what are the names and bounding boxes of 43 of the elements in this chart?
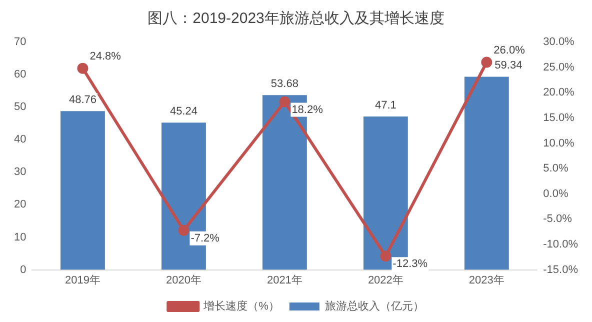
y2-tick-label: 15.0% <box>543 112 575 124</box>
data-label: -12.3% <box>392 258 428 270</box>
y-tick-label: 60 <box>14 68 26 81</box>
data-label: 48.76 <box>68 94 96 106</box>
chart-title: 图八：2019-2023年旅游总收入及其增长速度 <box>148 10 444 28</box>
y-tick-label: 50 <box>14 101 26 114</box>
data-label: -7.2% <box>190 232 220 244</box>
x-tick-label: 2019年 <box>64 274 100 286</box>
data-label: 18.2% <box>292 104 324 116</box>
data-label: 24.8% <box>90 50 122 62</box>
point <box>178 224 190 236</box>
point <box>77 62 88 74</box>
y2-tick-label: 30.0% <box>543 36 575 48</box>
y2-tick-label: 0.0% <box>543 188 568 200</box>
y2-tick-label: -5.0% <box>543 213 572 226</box>
data-label: 45.24 <box>170 106 198 118</box>
y2-tick-label: 5.0% <box>543 162 568 175</box>
legend-label: 旅游总收入（亿元） <box>324 300 424 313</box>
y-tick-label: 40 <box>14 134 26 146</box>
y-tick-label: 20 <box>14 198 26 211</box>
y-tick-label: 30 <box>14 166 26 178</box>
data-label: 47.1 <box>374 100 396 112</box>
legend-label: 增长速度（%） <box>202 300 280 313</box>
x-tick-label: 2022年 <box>368 274 404 286</box>
x-tick-label: 2021年 <box>266 274 302 286</box>
data-label: 59.34 <box>494 60 522 72</box>
point <box>279 96 290 108</box>
y-tick-label: 10 <box>14 231 26 244</box>
y-tick-label: 0 <box>20 264 26 276</box>
y2-tick-label: 20.0% <box>543 86 575 99</box>
x-tick-label: 2023年 <box>468 274 504 286</box>
x-tick-label: 2020年 <box>166 274 202 286</box>
y2-tick-label: 10.0% <box>543 137 575 150</box>
data-label: 53.68 <box>270 78 298 90</box>
y2-tick-label: -15.0% <box>543 264 578 276</box>
y-tick-label: 70 <box>14 36 26 48</box>
point <box>380 250 392 262</box>
data-label: 26.0% <box>494 44 526 56</box>
point <box>481 56 492 68</box>
bar <box>60 111 105 270</box>
bar <box>464 76 509 270</box>
y2-tick-label: -10.0% <box>543 238 578 251</box>
y2-tick-label: 25.0% <box>543 61 575 74</box>
